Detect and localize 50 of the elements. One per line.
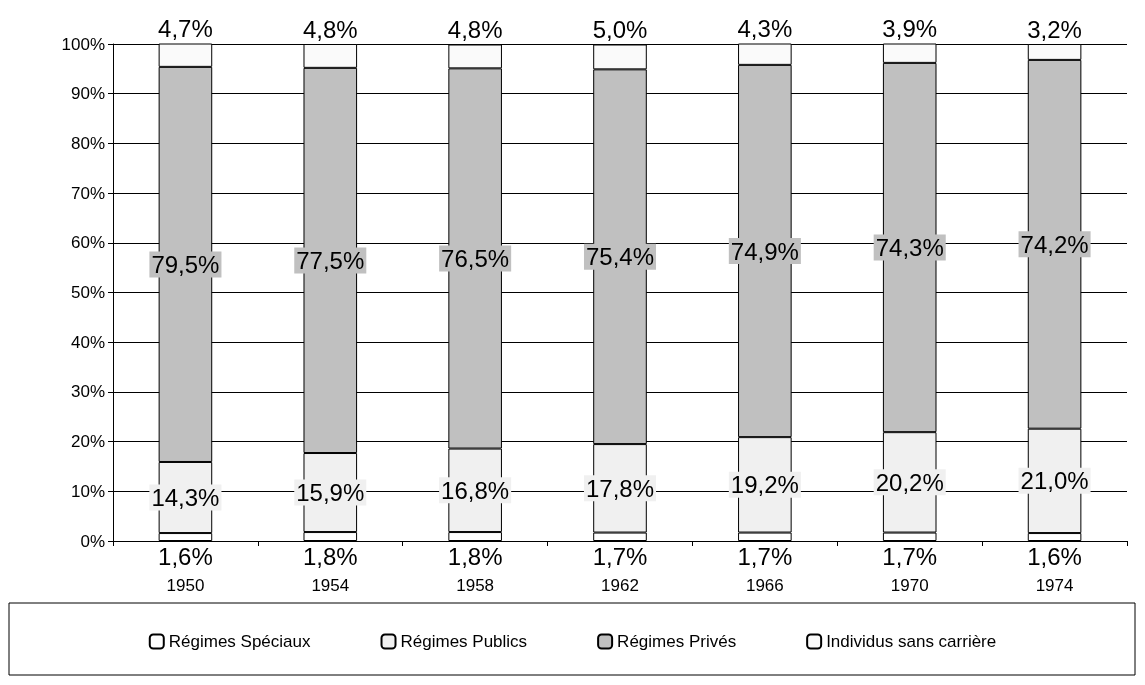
y-tick-label: 0% xyxy=(80,531,105,551)
y-tick-label: 100% xyxy=(61,34,105,54)
y-tick-label: 20% xyxy=(70,432,105,452)
data-label: 3,9% xyxy=(882,15,938,42)
data-label: 75,4% xyxy=(585,243,655,271)
data-label: 4,8% xyxy=(302,15,358,43)
data-label: 1,8% xyxy=(447,542,503,570)
x-tick-label: 1974 xyxy=(1035,576,1074,595)
data-label: 1,8% xyxy=(302,542,358,570)
data-label: 14,3% xyxy=(151,484,220,512)
data-label: 3,2% xyxy=(1027,15,1082,43)
data-label: 77,5% xyxy=(296,246,365,274)
data-label: 21,0% xyxy=(1020,467,1089,495)
y-tick-label: 10% xyxy=(70,481,105,501)
legend-label: Régimes Privés xyxy=(617,632,737,651)
data-label: 20,2% xyxy=(875,468,944,496)
x-tick-label: 1970 xyxy=(890,576,929,595)
data-label: 1,6% xyxy=(1027,542,1082,570)
legend-label: Régimes Spéciaux xyxy=(168,632,312,651)
data-label: 74,2% xyxy=(1020,230,1089,258)
legend-label: Individus sans carrière xyxy=(826,632,997,651)
data-label: 17,8% xyxy=(585,474,655,502)
data-label: 1,7% xyxy=(882,542,938,570)
data-label: 76,5% xyxy=(441,244,510,272)
x-tick-label: 1954 xyxy=(311,576,350,595)
data-label: 74,3% xyxy=(875,234,944,262)
data-label: 4,7% xyxy=(158,15,213,42)
y-tick-label: 80% xyxy=(70,133,105,153)
y-tick-label: 30% xyxy=(70,382,105,402)
data-label: 1,7% xyxy=(592,542,648,570)
data-label: 1,6% xyxy=(158,542,213,570)
data-label: 5,0% xyxy=(592,16,648,43)
y-tick-label: 50% xyxy=(70,283,105,302)
y-tick-label: 40% xyxy=(70,332,105,352)
x-tick-label: 1958 xyxy=(456,576,495,595)
data-label: 16,8% xyxy=(441,476,510,504)
data-label: 4,8% xyxy=(447,16,503,43)
legend-label: Régimes Publics xyxy=(400,632,528,651)
data-label: 1,7% xyxy=(737,542,793,570)
x-tick-label: 1962 xyxy=(601,576,639,595)
y-tick-label: 60% xyxy=(70,233,105,253)
y-tick-label: 90% xyxy=(70,84,105,104)
data-label: 4,3% xyxy=(737,15,793,42)
x-tick-label: 1950 xyxy=(166,576,205,595)
data-label: 15,9% xyxy=(296,479,365,507)
data-label: 79,5% xyxy=(151,250,220,278)
data-label: 74,9% xyxy=(730,237,799,265)
y-tick-label: 70% xyxy=(70,183,105,203)
data-label: 19,2% xyxy=(730,471,799,499)
x-tick-label: 1966 xyxy=(745,576,784,595)
